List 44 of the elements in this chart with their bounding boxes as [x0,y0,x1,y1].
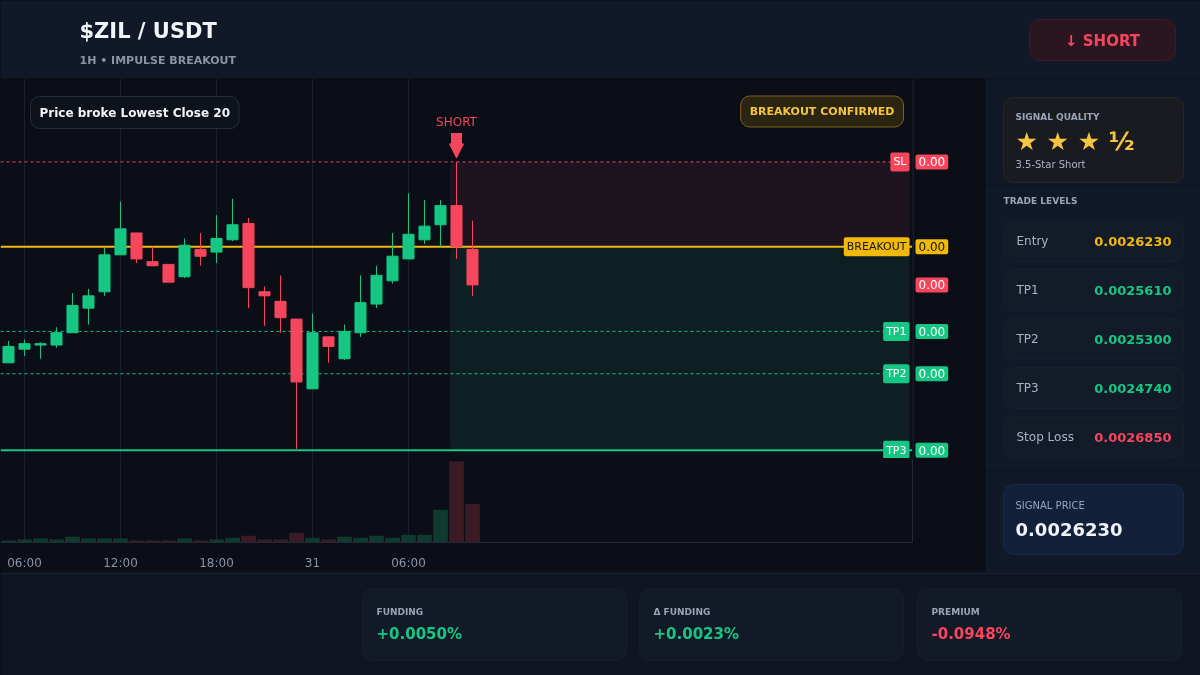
ref-line-label: TP3 [885,443,907,457]
x-tick-label: 12:00 [103,555,138,570]
category-label: Δ FUNDING [653,606,711,617]
y-tick-label: 0.00 [918,443,946,458]
annotation: Price broke Lowest Close 20 [39,105,230,120]
data-label: 0.0026230 [1094,233,1172,249]
data-label: +0.0050% [376,624,462,643]
text: ↓ SHORT [1065,31,1141,50]
y-tick-label: 0.00 [918,324,946,339]
y-tick-label: 0.00 [918,278,946,293]
text: SIGNAL QUALITY [1015,111,1100,122]
chart-title: $ZIL / USDT [79,18,218,43]
ref-line-label: TP1 [885,324,907,338]
category-label: TP1 [1015,283,1039,297]
data-label: 0.0025300 [1094,331,1172,347]
data-label: 0.0025610 [1094,282,1172,298]
text: 3.5-Star Short [1015,159,1086,170]
text: 0.0026230 [1015,519,1123,540]
ref-line-label: SL [893,155,908,169]
data-label: +0.0023% [653,624,739,643]
y-tick-label: 0.00 [918,240,946,255]
x-tick-label: 31 [304,555,321,570]
data-label: 0.0026850 [1094,429,1172,445]
y-tick-label: 0.00 [918,367,946,382]
chart-subtitle: 1H • IMPULSE BREAKOUT [79,54,237,67]
x-tick-label: 06:00 [7,555,42,570]
annotation: BREAKOUT CONFIRMED [749,105,895,118]
text: ★ ★ ★ ½ [1015,127,1135,156]
category-label: TP3 [1015,381,1039,395]
ref-line-label: TP2 [885,367,907,381]
category-label: PREMIUM [931,606,980,617]
category-label: TP2 [1015,332,1039,346]
category-label: Entry [1016,234,1049,248]
category-label: Stop Loss [1016,430,1074,444]
text: TRADE LEVELS [1003,195,1078,206]
y-tick-label: 0.00 [918,155,946,170]
data-label: 0.0024740 [1094,380,1172,396]
text: SIGNAL PRICE [1015,500,1085,511]
annotation: SHORT [436,114,478,129]
data-label: -0.0948% [931,624,1011,643]
category-label: FUNDING [376,606,424,617]
ref-line-label: BREAKOUT [846,240,907,254]
x-tick-label: 18:00 [199,555,234,570]
x-tick-label: 06:00 [391,555,426,570]
